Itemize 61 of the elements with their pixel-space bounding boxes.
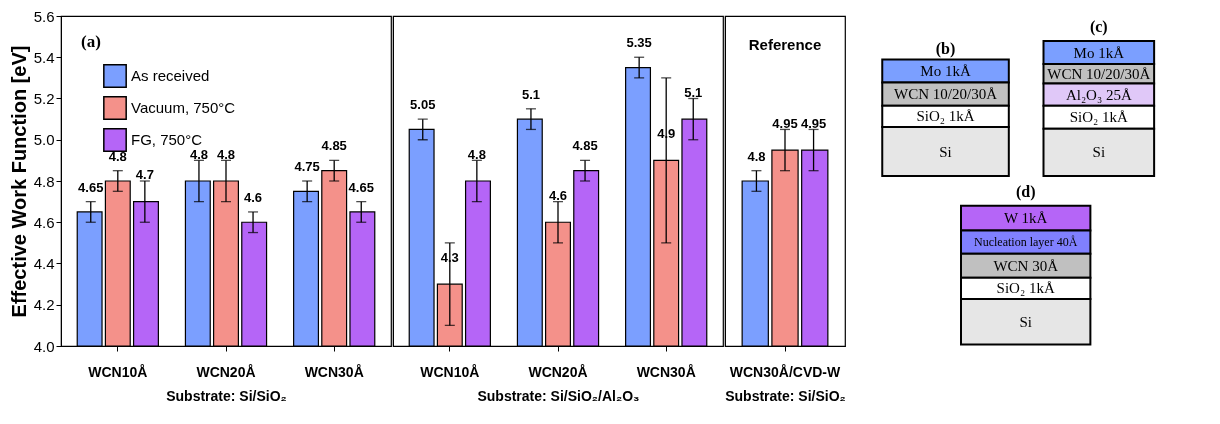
x-tick-label: WCN10Å: [420, 363, 480, 380]
x-tick-label: WCN20Å: [528, 363, 588, 380]
data-label: 4.6: [244, 189, 263, 205]
data-label: 4.8: [108, 148, 127, 164]
data-label: 4.65: [348, 179, 374, 195]
x-tick-label: WCN30Å/CVD-W: [729, 363, 841, 380]
x-axis-title: Substrate: Si/SiO₂/Al₂O₃: [477, 387, 640, 404]
data-label: 4.85: [572, 138, 598, 154]
text: Si: [1019, 313, 1032, 330]
data-label: 4.8: [467, 146, 486, 162]
data-label: 5.1: [684, 84, 703, 100]
x-tick-label: WCN20Å: [196, 363, 256, 380]
x-axis-title: Substrate: Si/SiO₂: [166, 387, 287, 404]
x-axis-title: Substrate: Si/SiO₂: [725, 387, 846, 404]
text: SiO₂ 1kÅ: [916, 108, 975, 125]
text: W 1kÅ: [1003, 210, 1048, 227]
text: Si: [1092, 144, 1106, 161]
text: WCN 10/20/30Å: [1047, 65, 1151, 82]
data-label: 4.65: [78, 179, 104, 195]
text: WCN 10/20/30Å: [894, 86, 998, 103]
legend-label: Vacuum, 750°C: [131, 99, 236, 116]
x-tick-label: WCN30Å: [636, 363, 696, 380]
data-label: 5.05: [410, 97, 436, 113]
y-tick-label: 4.0: [33, 337, 55, 355]
text: Al₂O₃ 25Å: [1065, 86, 1132, 103]
y-tick-label: 4.2: [33, 296, 55, 314]
text: Mo 1kÅ: [920, 63, 971, 80]
data-label: 4.8: [189, 146, 208, 162]
data-label: 4.8: [216, 146, 236, 162]
text: (d): [1015, 182, 1036, 201]
data-label: 4.95: [772, 115, 798, 131]
text: WCN 30Å: [993, 257, 1059, 274]
y-tick-label: 4.4: [33, 255, 55, 272]
data-label: 4.85: [321, 138, 347, 154]
text: SiO₂ 1kÅ: [996, 280, 1055, 297]
data-label: 4.7: [135, 167, 154, 183]
text: (b): [935, 40, 956, 59]
y-tick-label: 4.8: [33, 172, 55, 190]
y-tick-label: 5.2: [33, 90, 55, 107]
y-tick-label: 5.6: [33, 7, 55, 25]
legend-label: FG, 750°C: [131, 131, 203, 148]
legend-label: As received: [131, 67, 210, 84]
x-tick-label: WCN10Å: [88, 363, 148, 380]
text: (c): [1089, 18, 1108, 37]
data-label: 4.75: [294, 159, 320, 174]
text: SiO₂ 1kÅ: [1069, 109, 1129, 126]
data-label: 4.95: [800, 115, 827, 131]
y-tick-label: 5.4: [33, 48, 55, 66]
data-label: 4.6: [548, 187, 568, 203]
data-label: 5.35: [626, 35, 652, 51]
text: Nucleation layer 40Å: [974, 235, 1078, 250]
annotation: (a): [81, 32, 101, 51]
text: Si: [939, 143, 952, 160]
y-tick-label: 5.0: [33, 131, 55, 149]
y-axis-title: Effective Work Function [eV]: [7, 45, 30, 318]
y-tick-label: 4.6: [33, 213, 55, 231]
data-label: 4.8: [747, 148, 766, 164]
annotation: Reference: [748, 36, 822, 53]
data-label: 5.1: [521, 86, 540, 102]
x-tick-label: WCN30Å: [304, 363, 364, 380]
text: Mo 1kÅ: [1073, 44, 1125, 61]
